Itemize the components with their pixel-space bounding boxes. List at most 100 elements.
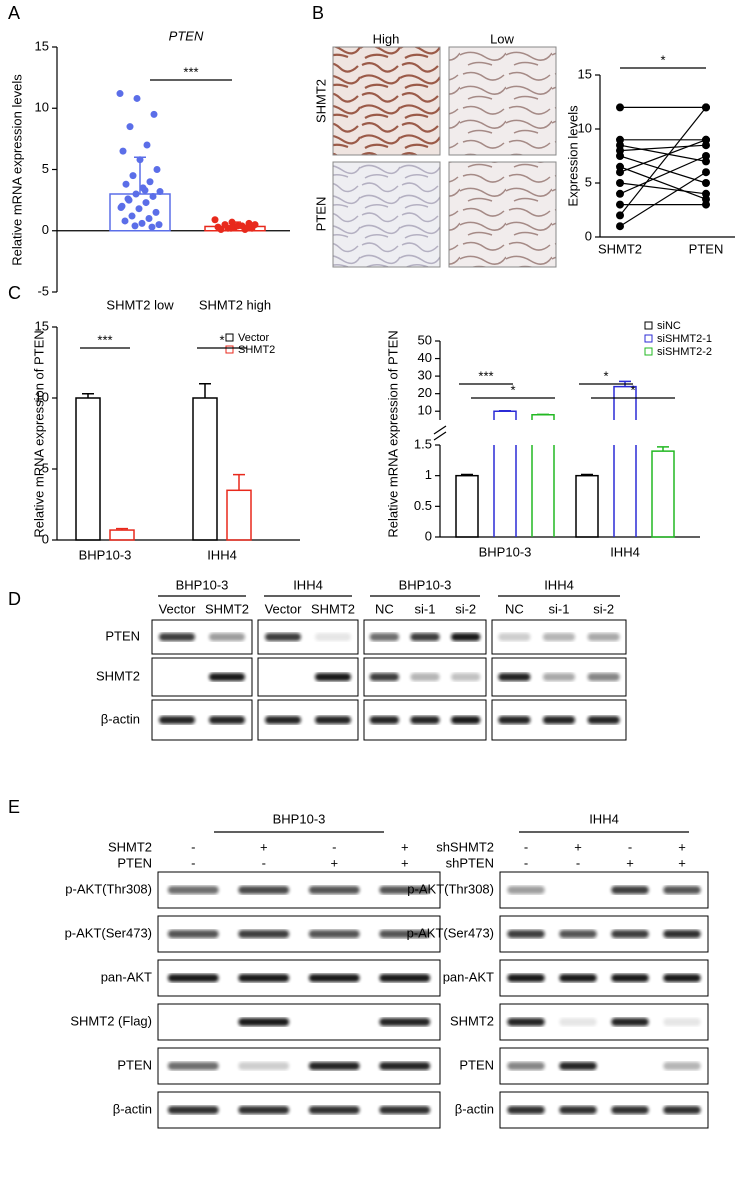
ihc-image [448,161,557,268]
blot-band [587,716,620,724]
data-point [138,219,146,227]
blot-band [308,974,360,982]
data-point [616,222,624,231]
blot-band [451,716,481,724]
y-tick-label: 15 [578,66,592,81]
pair-line [619,182,707,195]
bar [531,445,555,537]
data-point [148,223,156,231]
blot-band [498,716,531,724]
data-point [702,103,710,112]
blot-row-label: p-AKT(Ser473) [65,925,152,940]
y-tick-label: 50 [418,332,432,347]
y-tick-label: 5 [42,460,49,475]
blot-row-label: β-actin [113,1101,152,1116]
ihc-image [448,46,557,156]
error-bar [581,473,593,476]
blot-group: BHP10-3 [176,577,229,592]
data-point [126,123,134,131]
bar [493,445,517,537]
lane-label: si-2 [455,601,476,616]
blot-group: BHP10-3 [399,577,452,592]
condition-sign: + [678,855,686,870]
lane-label: Vector [159,601,197,616]
blot-band [611,974,649,982]
y-tick-label: 30 [418,368,432,383]
blot-band [238,1106,290,1114]
x-tick-label: SHMT2 [598,241,642,256]
condition-sign: - [191,855,195,870]
blot-band [663,974,701,982]
data-point [702,200,710,209]
blot-band [167,1062,219,1070]
significance: * [603,368,608,383]
lane-label: NC [505,601,524,616]
x-tick-label: PTEN [689,241,724,256]
data-point [616,189,624,198]
blot-band [379,1062,431,1070]
error-bar [233,473,245,491]
data-point [153,166,161,173]
data-point [122,180,130,188]
data-point [152,208,160,216]
blot-band [369,633,399,641]
legend-swatch [644,321,653,330]
blot-band [410,673,440,681]
legend-label: Vector [238,332,270,344]
pair-line [619,144,707,152]
bar [493,410,517,420]
data-point [702,189,710,198]
y-tick-label: 20 [418,385,432,400]
axis-break [433,425,447,441]
data-point [702,135,710,144]
blot-band [209,716,245,724]
blot-band [159,633,195,641]
blot-band [507,930,545,938]
blot-band [308,886,360,894]
data-point [234,222,242,230]
x-tick-label: BHP10-3 [79,547,132,562]
data-point [132,190,140,198]
blot-band [611,1106,649,1114]
lane-label: SHMT2 [311,601,355,616]
blot-band [663,1106,701,1114]
bar [75,397,101,541]
data-point [217,226,225,234]
pair-line [619,107,707,216]
y-axis-label: Relative mRNA expression of PTEN [385,330,400,537]
blot-band [507,1062,545,1070]
blot-band [663,930,701,938]
legend-swatch [225,345,234,354]
blot-title: BHP10-3 [273,811,326,826]
bar [531,413,555,420]
lane-label: SHMT2 [205,601,249,616]
y-tick-label: 10 [578,120,592,135]
data-point [155,221,163,229]
significance: * [630,382,635,397]
blot-row-label: SHMT2 [450,1013,494,1028]
data-point [227,224,235,232]
blot-band [559,974,597,982]
y-tick-label: 40 [418,350,432,365]
blot-band [238,886,290,894]
blot-band [265,716,301,724]
data-point [135,205,143,213]
condition-sign: - [628,839,632,854]
data-point [156,188,164,196]
ihc-column: High [373,31,400,46]
lane-label: si-1 [415,601,436,616]
blot-row-label: p-AKT(Thr308) [407,881,494,896]
blot-row-label: p-AKT(Thr308) [65,881,152,896]
blot-band [369,673,399,681]
blot-row-label: SHMT2 (Flag) [70,1013,152,1028]
blot-band [379,1018,431,1026]
error-bar [199,383,211,398]
y-tick-label: 5 [42,161,49,176]
data-point [616,152,624,160]
blot-row-label: β-actin [455,1101,494,1116]
condition-sign: + [626,855,634,870]
data-point [128,212,136,220]
y-tick-label: 15 [35,38,49,53]
pair-line [619,139,707,173]
condition-sign: + [260,839,268,854]
